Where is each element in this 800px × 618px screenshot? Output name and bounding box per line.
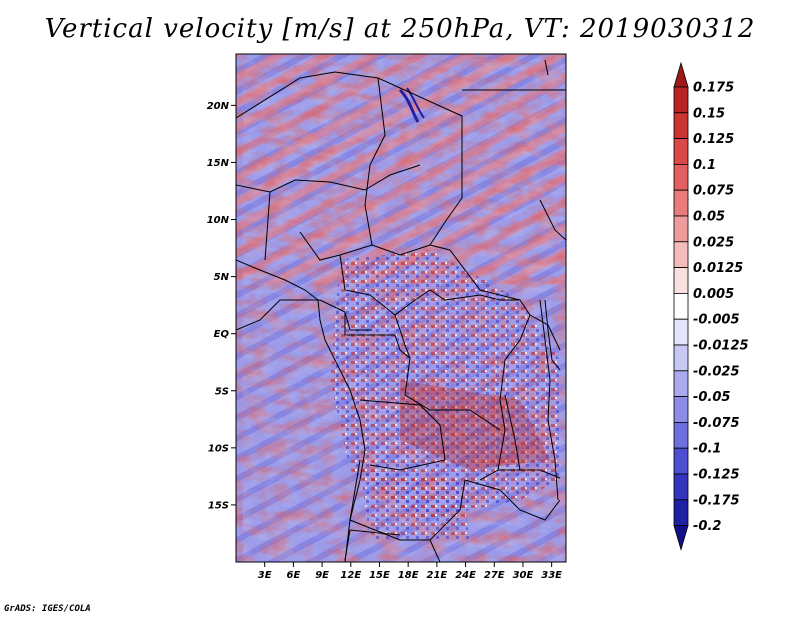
colorbar-label: -0.0125 [693, 339, 749, 354]
coastlines [236, 259, 559, 562]
colorbar-label: -0.2 [693, 519, 721, 534]
colorbar-label: 0.075 [693, 184, 734, 199]
lon-tick-label: 9E [315, 570, 329, 581]
colorbar-label: 0.175 [693, 81, 734, 96]
colorbar: 0.175 0.15 0.125 0.1 0.075 0.05 0.025 0.0125 0.0… [673, 61, 749, 552]
colorbar-swatch [673, 396, 689, 423]
colorbar-swatch [673, 267, 689, 294]
colorbar-label: 0.0125 [693, 261, 743, 276]
colorbar-label: -0.175 [693, 493, 740, 508]
colorbar-swatch [673, 370, 689, 397]
lon-tick-label: 18E [398, 570, 419, 581]
longitude-axis: 3E 6E 9E 12E 15E 18E 21E 24E 27E 30E 33E [258, 562, 562, 581]
colorbar-label: -0.1 [693, 442, 721, 457]
lon-tick-label: 21E [426, 570, 447, 581]
lon-tick-label: 30E [513, 570, 534, 581]
colorbar-arrow-top [673, 61, 689, 88]
lon-tick-label: 15E [369, 570, 390, 581]
colorbar-swatch [673, 215, 689, 243]
lon-tick-label: 24E [455, 570, 476, 581]
colorbar-swatch [673, 189, 689, 217]
colorbar-label: 0.15 [693, 106, 725, 121]
lon-tick-label: 3E [258, 570, 272, 581]
lat-tick-label: 10N [207, 215, 230, 226]
lat-tick-label: 20N [207, 101, 230, 112]
map-frame [235, 53, 567, 563]
colorbar-swatch [673, 292, 689, 320]
colorbar-label: -0.005 [693, 313, 740, 328]
lat-tick-label: 15N [207, 158, 230, 169]
colorbar-label: -0.075 [693, 416, 740, 431]
colorbar-swatch [673, 241, 689, 269]
colorbar-swatch [673, 163, 689, 191]
colorbar-label: -0.025 [693, 364, 740, 379]
lon-tick-label: 6E [286, 570, 300, 581]
colorbar-label: 0.005 [693, 287, 734, 302]
colorbar-label: 0.125 [693, 132, 734, 147]
lat-tick-label: EQ [214, 329, 230, 340]
colorbar-label: -0.05 [693, 390, 730, 405]
map-area [236, 54, 566, 562]
country-borders [236, 59, 566, 562]
colorbar-label: -0.125 [693, 468, 740, 483]
colorbar-label: 0.05 [693, 210, 725, 225]
colorbar-swatch [673, 138, 689, 165]
colorbar-swatch [673, 86, 689, 114]
lon-tick-label: 33E [541, 570, 562, 581]
latitude-axis: 20N 15N 10N 5N EQ 5S 10S 15S [207, 101, 236, 511]
colorbar-swatch [673, 112, 689, 140]
colorbar-swatch [673, 499, 689, 526]
lon-tick-label: 27E [484, 570, 505, 581]
lat-tick-label: 5S [215, 386, 229, 397]
colorbar-label: 0.025 [693, 235, 734, 250]
colorbar-swatch [673, 421, 689, 449]
colorbar-swatch [673, 447, 689, 475]
colorbar-swatch [673, 318, 689, 346]
colorbar-label: 0.1 [693, 158, 716, 173]
chart-title: Vertical velocity [m/s] at 250hPa, VT: 2… [44, 14, 756, 44]
lat-tick-label: 15S [208, 500, 229, 511]
colorbar-arrow-bottom [673, 525, 689, 552]
lat-tick-label: 10S [208, 443, 229, 454]
colorbar-swatch [673, 473, 689, 501]
colorbar-swatch [673, 344, 689, 372]
lon-tick-label: 12E [340, 570, 361, 581]
credit-text: GrADS: IGES/COLA [4, 604, 91, 614]
lat-tick-label: 5N [214, 272, 230, 283]
